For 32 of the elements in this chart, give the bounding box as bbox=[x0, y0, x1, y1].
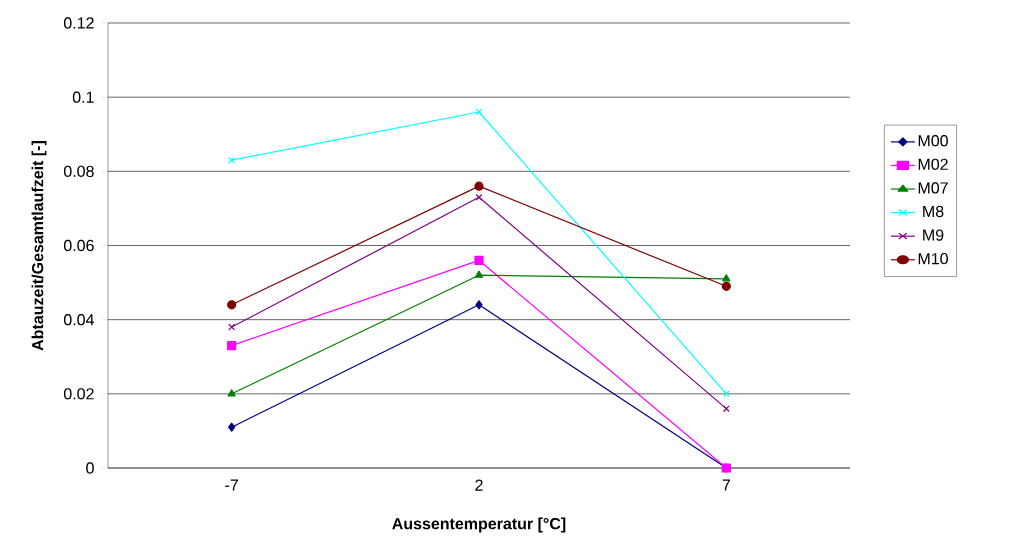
x-tick-label: -7 bbox=[225, 479, 238, 491]
point bbox=[474, 255, 484, 265]
x-axis-title: Aussentemperatur [°C] bbox=[392, 517, 566, 533]
y-tick-label: 0.08 bbox=[63, 165, 94, 177]
point bbox=[721, 281, 731, 291]
point bbox=[722, 274, 731, 282]
point bbox=[228, 422, 236, 432]
point bbox=[227, 300, 237, 310]
y-tick-label: 0.12 bbox=[63, 17, 94, 29]
x-tick-label: 2 bbox=[475, 479, 483, 491]
point bbox=[474, 270, 484, 278]
x-tick-label: 7 bbox=[722, 479, 730, 491]
point bbox=[475, 193, 483, 201]
legend-label: M9 bbox=[923, 229, 944, 241]
y-axis-title: Abtauzeit/Gesamtlaufzeit [-] bbox=[31, 141, 47, 351]
legend-label: M07 bbox=[918, 182, 948, 194]
point bbox=[475, 300, 483, 310]
y-tick-label: 0.02 bbox=[63, 388, 94, 400]
point bbox=[227, 341, 237, 351]
point bbox=[228, 156, 236, 164]
legend-label: M02 bbox=[918, 158, 948, 171]
y-tick-label: 0.06 bbox=[63, 239, 94, 252]
legend-label: M10 bbox=[918, 252, 948, 265]
y-tick-label: 0.1 bbox=[72, 91, 94, 103]
point bbox=[722, 390, 730, 398]
point bbox=[474, 181, 484, 191]
legend-label: M00 bbox=[918, 135, 948, 147]
y-tick-label: 0.04 bbox=[63, 314, 94, 326]
point bbox=[227, 389, 236, 397]
legend-label: M8 bbox=[923, 205, 944, 218]
y-tick-label: 0 bbox=[86, 462, 94, 474]
point bbox=[228, 323, 236, 331]
